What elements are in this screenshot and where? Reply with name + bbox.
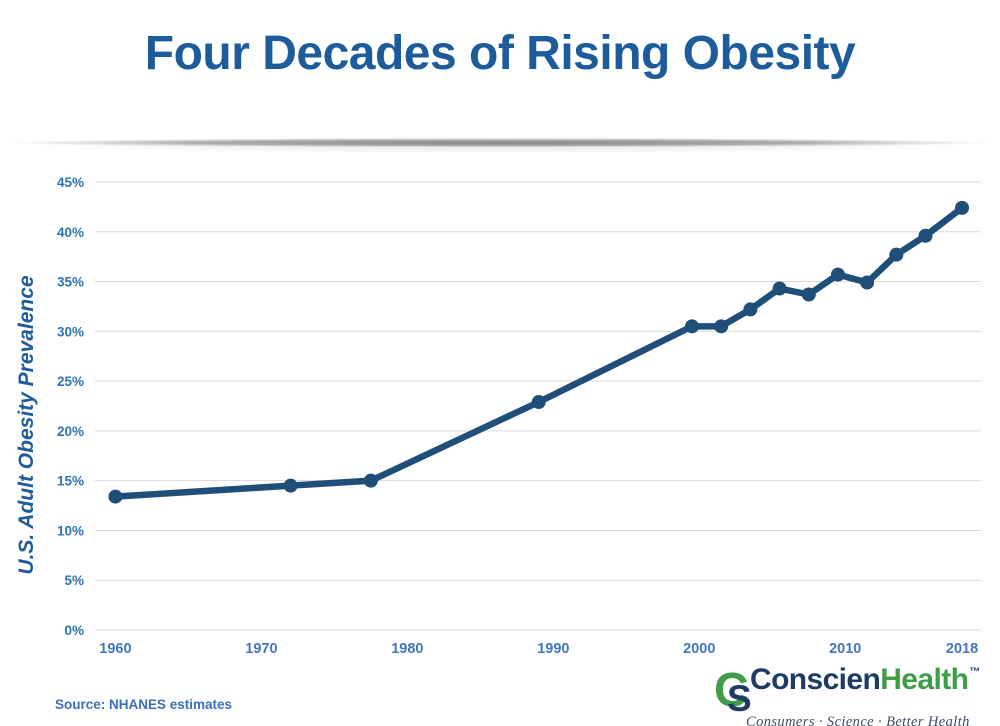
data-point-2013.5 bbox=[889, 247, 904, 262]
data-point-1960 bbox=[108, 489, 123, 504]
x-tick-label-2000: 2000 bbox=[683, 641, 715, 657]
y-tick-label-20%: 20% bbox=[57, 424, 84, 439]
x-tick-label-1980: 1980 bbox=[391, 641, 423, 657]
x-tick-label-1960: 1960 bbox=[99, 641, 131, 657]
obesity-line-chart: 0% 5% 10% 15% 20% 25% 30% 35% 40% 45% 1960 1970 1980… bbox=[57, 175, 981, 657]
data-point-2011.5 bbox=[860, 275, 875, 290]
y-tick-label-25%: 25% bbox=[57, 374, 84, 389]
y-tick-label-0%: 0% bbox=[64, 623, 84, 638]
data-point-2007.5 bbox=[801, 287, 816, 302]
data-point-1989 bbox=[531, 395, 546, 410]
x-tick-label-2018: 2018 bbox=[946, 641, 978, 657]
y-tick-label-30%: 30% bbox=[57, 324, 84, 339]
y-tick-label-15%: 15% bbox=[57, 474, 84, 489]
obesity-trend-line bbox=[112, 204, 966, 500]
monogram-c: C bbox=[716, 665, 749, 717]
cs-monogram-icon: C S bbox=[716, 665, 752, 717]
logo-text-health: Health bbox=[880, 663, 969, 696]
data-point-2005.5 bbox=[772, 281, 787, 296]
data-point-2001.5 bbox=[714, 319, 729, 334]
x-tick-label-1990: 1990 bbox=[537, 641, 569, 657]
data-point-2003.5 bbox=[743, 302, 758, 317]
data-point-2009.5 bbox=[830, 267, 845, 282]
page-title: Four Decades of Rising Obesity bbox=[144, 27, 856, 80]
y-tick-label-40%: 40% bbox=[57, 225, 84, 240]
data-point-2018 bbox=[955, 200, 970, 215]
y-tick-label-45%: 45% bbox=[57, 175, 84, 190]
logo-wordmark: ConscienHealth™ bbox=[750, 664, 980, 696]
x-tick-label-2010: 2010 bbox=[829, 641, 861, 657]
y-tick-label-10%: 10% bbox=[57, 523, 84, 538]
logo-text-conscien: Conscien bbox=[750, 663, 881, 696]
trademark-symbol: ™ bbox=[969, 666, 981, 678]
header-shadow-divider bbox=[0, 136, 1000, 152]
conscienhealth-logo: C S ConscienHealth™ Consumers · Science … bbox=[716, 664, 994, 726]
source-note: Source: NHANES estimates bbox=[55, 697, 233, 712]
logo-tagline: Consumers · Science · Better Health bbox=[746, 714, 970, 726]
data-point-1977.5 bbox=[363, 473, 378, 488]
data-point-2015.5 bbox=[918, 228, 933, 243]
logo-row: C S ConscienHealth™ bbox=[716, 664, 994, 717]
x-tick-label-1970: 1970 bbox=[245, 641, 277, 657]
monogram-s: S bbox=[727, 678, 752, 717]
data-point-1972 bbox=[283, 478, 298, 493]
data-point-1999.5 bbox=[684, 319, 699, 334]
y-tick-label-5%: 5% bbox=[64, 573, 84, 588]
y-tick-label-35%: 35% bbox=[57, 275, 84, 290]
